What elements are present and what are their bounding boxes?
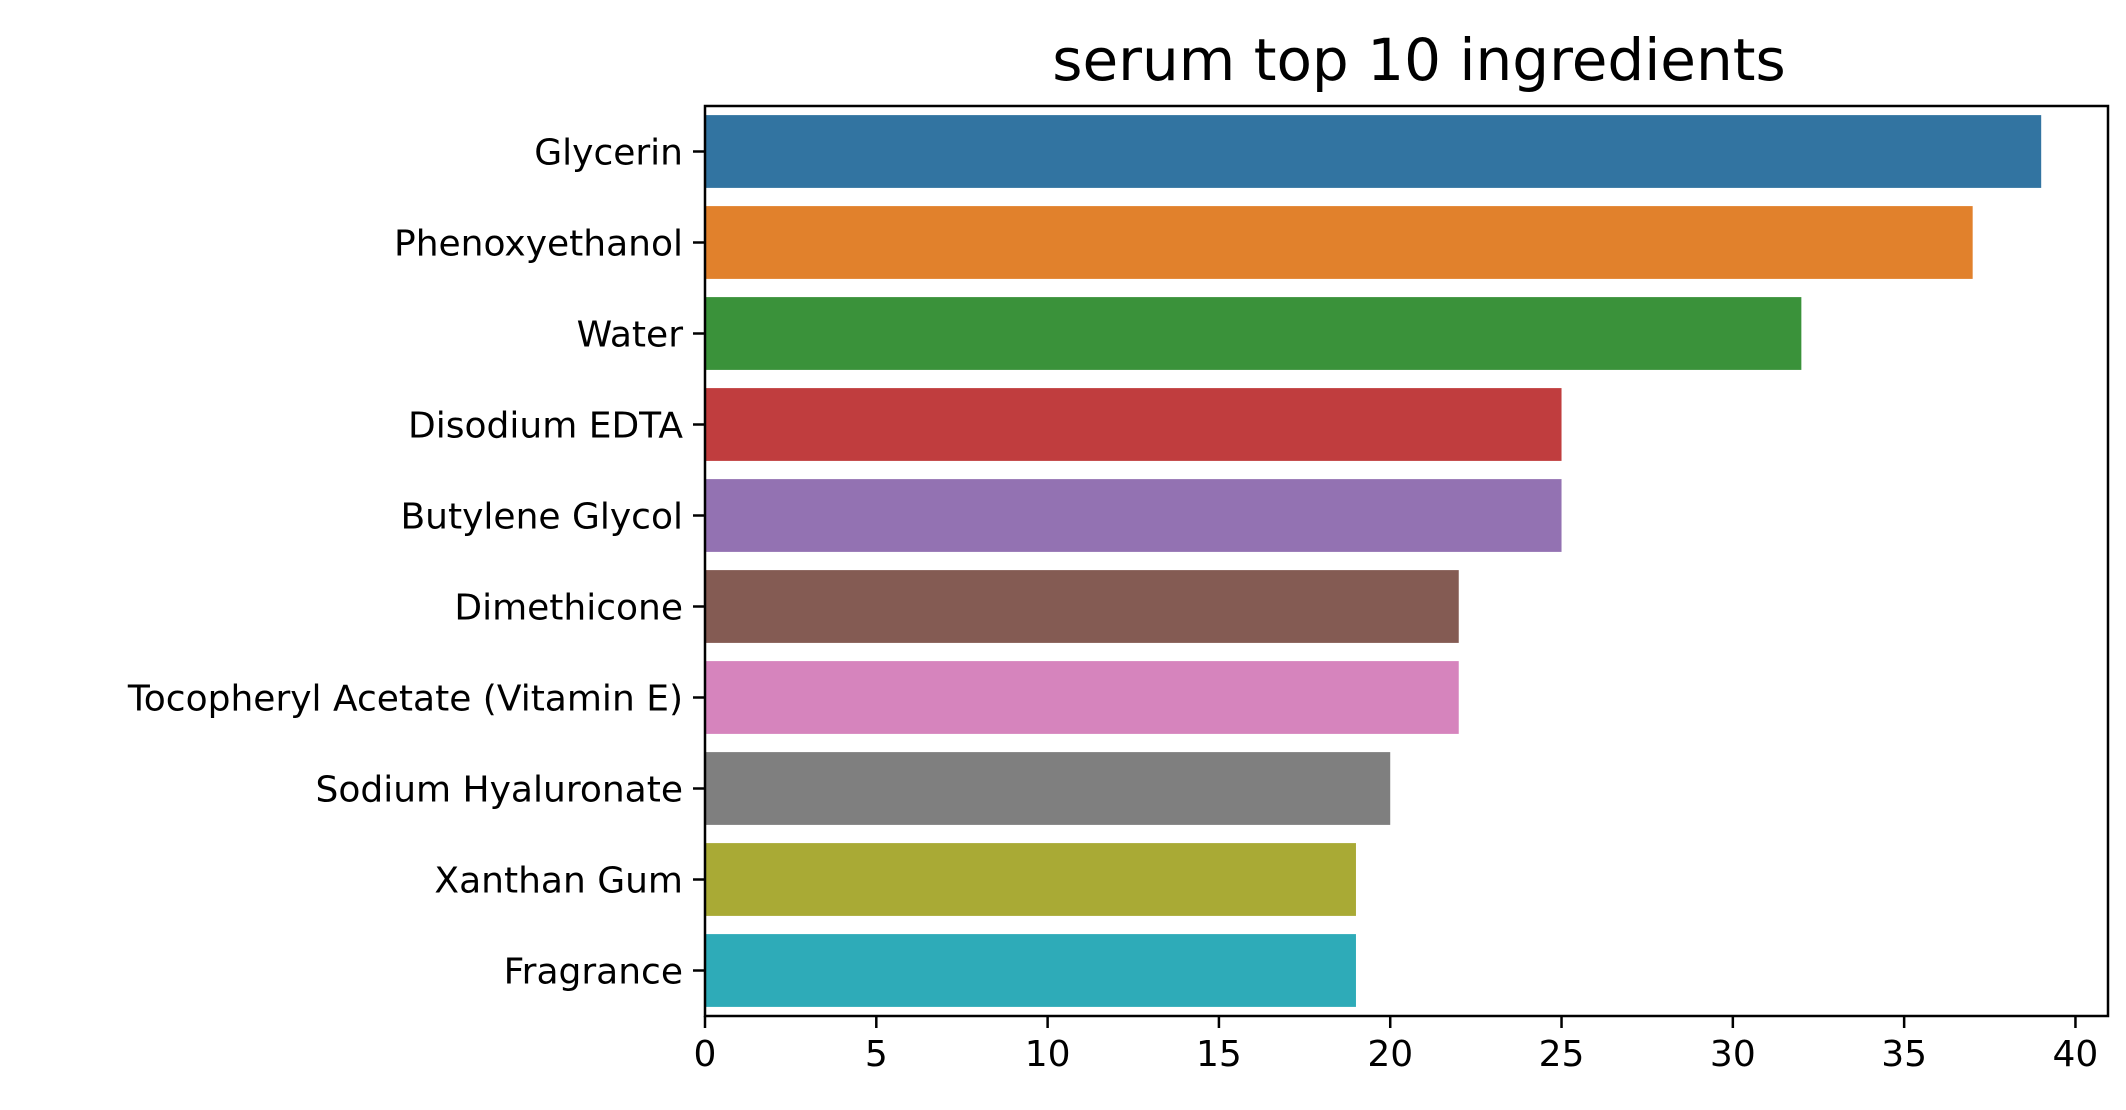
x-tick-label: 25 bbox=[1539, 1034, 1585, 1075]
bar-4 bbox=[705, 388, 1562, 461]
bar-2 bbox=[705, 206, 1973, 279]
y-tick-label: Glycerin bbox=[534, 133, 683, 174]
bar-9 bbox=[705, 843, 1356, 916]
y-tick-label: Disodium EDTA bbox=[408, 406, 683, 447]
bar-6 bbox=[705, 570, 1459, 643]
bar-10 bbox=[705, 934, 1356, 1007]
x-tick-label: 35 bbox=[1881, 1034, 1927, 1075]
x-tick-label: 5 bbox=[865, 1034, 888, 1075]
x-tick-label: 10 bbox=[1025, 1034, 1071, 1075]
x-tick-label: 15 bbox=[1196, 1034, 1242, 1075]
y-tick-label: Dimethicone bbox=[454, 588, 683, 629]
y-tick-label: Fragrance bbox=[504, 952, 683, 993]
plot-frame bbox=[703, 104, 2110, 1018]
y-tick-label: Sodium Hyaluronate bbox=[316, 770, 684, 811]
bar-5 bbox=[705, 479, 1562, 552]
x-tick-label: 30 bbox=[1710, 1034, 1756, 1075]
bars-layer bbox=[705, 115, 2042, 1007]
bar-7 bbox=[705, 661, 1459, 734]
y-tick-label: Water bbox=[577, 315, 684, 356]
y-tick-label: Butylene Glycol bbox=[400, 497, 683, 538]
x-axis: 0 5 10 15 20 25 30 35 40 bbox=[694, 1016, 2099, 1075]
y-tick-label: Tocopheryl Acetate (Vitamin E) bbox=[127, 679, 683, 720]
x-tick-label: 0 bbox=[694, 1034, 717, 1075]
y-tick-label: Phenoxyethanol bbox=[394, 224, 683, 265]
x-tick-label: 40 bbox=[2053, 1034, 2099, 1075]
y-axis: Glycerin Phenoxyethanol Water Disodium EDTA… bbox=[127, 133, 705, 993]
bar-8 bbox=[705, 752, 1391, 825]
bar-1 bbox=[705, 115, 2042, 188]
chart-title: serum top 10 ingredients bbox=[1052, 26, 1785, 94]
y-tick-label: Xanthan Gum bbox=[434, 861, 683, 902]
x-tick-label: 20 bbox=[1367, 1034, 1413, 1075]
bar-3 bbox=[705, 297, 1802, 370]
